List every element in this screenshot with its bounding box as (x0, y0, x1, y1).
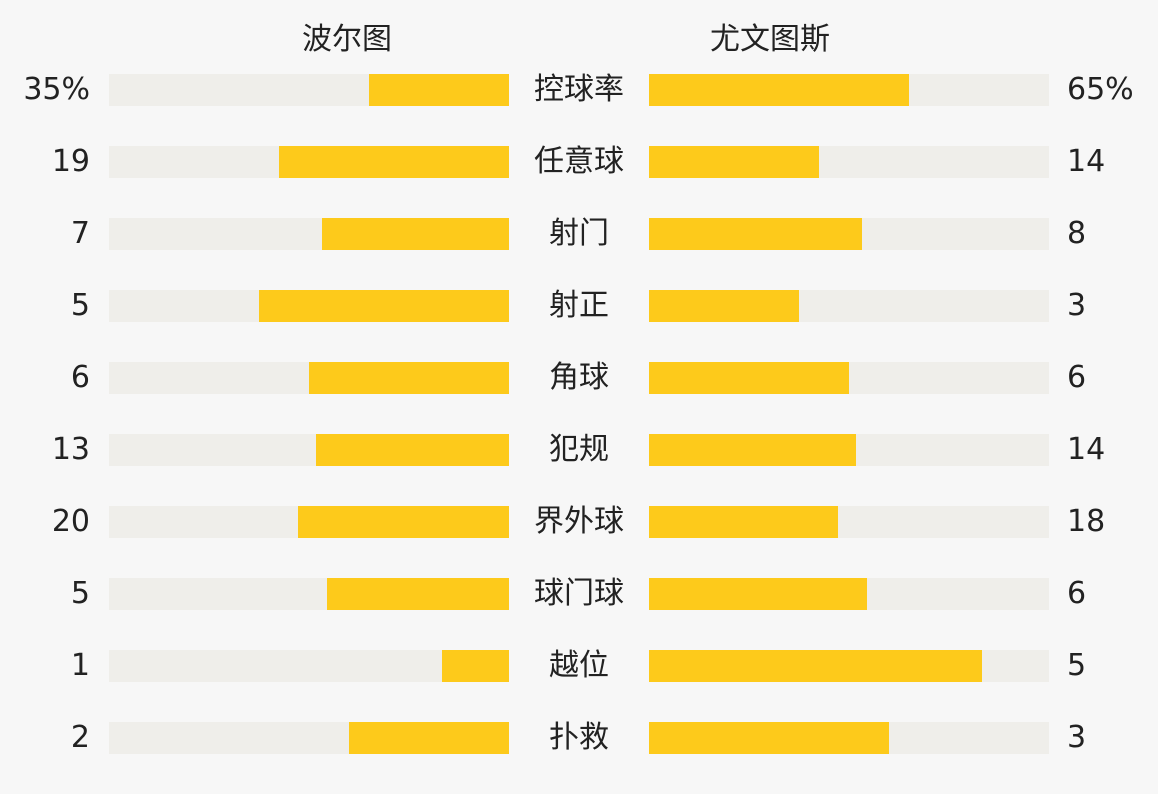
stat-row: 13 犯规 14 (0, 432, 1158, 506)
away-bar (649, 722, 889, 754)
home-bar (322, 218, 509, 250)
home-bar-track (109, 146, 509, 178)
stat-label: 控球率 (534, 72, 624, 107)
away-bar-track (649, 362, 1049, 394)
away-value: 6 (1067, 360, 1087, 395)
stat-row: 2 扑救 3 (0, 720, 1158, 794)
home-bar-track (109, 578, 509, 610)
home-bar-track (109, 290, 509, 322)
away-bar-track (649, 74, 1049, 106)
stat-label: 越位 (549, 648, 609, 683)
home-value: 2 (70, 720, 90, 755)
stat-label: 角球 (549, 360, 609, 395)
stat-label: 犯规 (549, 432, 609, 467)
home-bar (309, 362, 509, 394)
home-bar-track (109, 650, 509, 682)
away-bar (649, 506, 839, 538)
away-value: 65% (1067, 72, 1134, 107)
away-value: 5 (1067, 648, 1087, 683)
away-value: 8 (1067, 216, 1087, 251)
home-bar (259, 290, 509, 322)
home-bar (278, 146, 509, 178)
home-bar-track (109, 362, 509, 394)
home-bar-track (109, 506, 509, 538)
stat-row: 1 越位 5 (0, 648, 1158, 722)
home-bar-track (109, 722, 509, 754)
away-bar (649, 434, 857, 466)
stat-label: 界外球 (534, 504, 624, 539)
home-bar-track (109, 74, 509, 106)
away-bar-track (649, 650, 1049, 682)
away-bar (649, 362, 849, 394)
home-value: 13 (51, 432, 90, 467)
stat-row: 20 界外球 18 (0, 504, 1158, 578)
home-value: 7 (70, 216, 90, 251)
home-value: 19 (51, 144, 90, 179)
away-bar-track (649, 506, 1049, 538)
home-bar (316, 434, 509, 466)
stat-label: 射门 (549, 216, 609, 251)
away-bar (649, 650, 983, 682)
stat-label: 球门球 (534, 576, 624, 611)
away-value: 3 (1067, 720, 1087, 755)
home-bar (298, 506, 509, 538)
stat-row: 5 球门球 6 (0, 576, 1158, 650)
away-bar (649, 74, 909, 106)
home-bar-track (109, 434, 509, 466)
home-value: 6 (70, 360, 90, 395)
away-value: 6 (1067, 576, 1087, 611)
stat-label: 扑救 (549, 720, 609, 755)
away-bar-track (649, 290, 1049, 322)
stat-row: 19 任意球 14 (0, 144, 1158, 218)
stats-comparison: 35% 控球率 65% 19 任意球 14 7 射门 8 5 射正 3 6 角球 6 13 犯规 14 20 界外球 1… (0, 72, 1158, 794)
home-bar-track (109, 218, 509, 250)
away-value: 3 (1067, 288, 1087, 323)
stat-row: 5 射正 3 (0, 288, 1158, 362)
away-value: 18 (1067, 504, 1106, 539)
away-bar-track (649, 722, 1049, 754)
away-bar-track (649, 146, 1049, 178)
away-bar (649, 290, 799, 322)
home-value: 5 (70, 288, 90, 323)
away-bar-track (649, 578, 1049, 610)
away-bar (649, 578, 868, 610)
away-value: 14 (1067, 432, 1106, 467)
stat-row: 7 射门 8 (0, 216, 1158, 290)
stat-label: 射正 (549, 288, 609, 323)
home-bar (442, 650, 509, 682)
home-value: 5 (70, 576, 90, 611)
home-team-name: 波尔图 (302, 22, 392, 57)
away-value: 14 (1067, 144, 1106, 179)
away-team-name: 尤文图斯 (710, 22, 830, 57)
home-bar (369, 74, 509, 106)
away-bar-track (649, 434, 1049, 466)
away-bar (649, 218, 863, 250)
away-bar-track (649, 218, 1049, 250)
stat-row: 6 角球 6 (0, 360, 1158, 434)
away-bar (649, 146, 819, 178)
stat-row: 35% 控球率 65% (0, 72, 1158, 146)
home-bar (327, 578, 509, 610)
stat-label: 任意球 (534, 144, 624, 179)
home-value: 35% (23, 72, 90, 107)
home-value: 20 (51, 504, 90, 539)
home-value: 1 (70, 648, 90, 683)
home-bar (349, 722, 509, 754)
